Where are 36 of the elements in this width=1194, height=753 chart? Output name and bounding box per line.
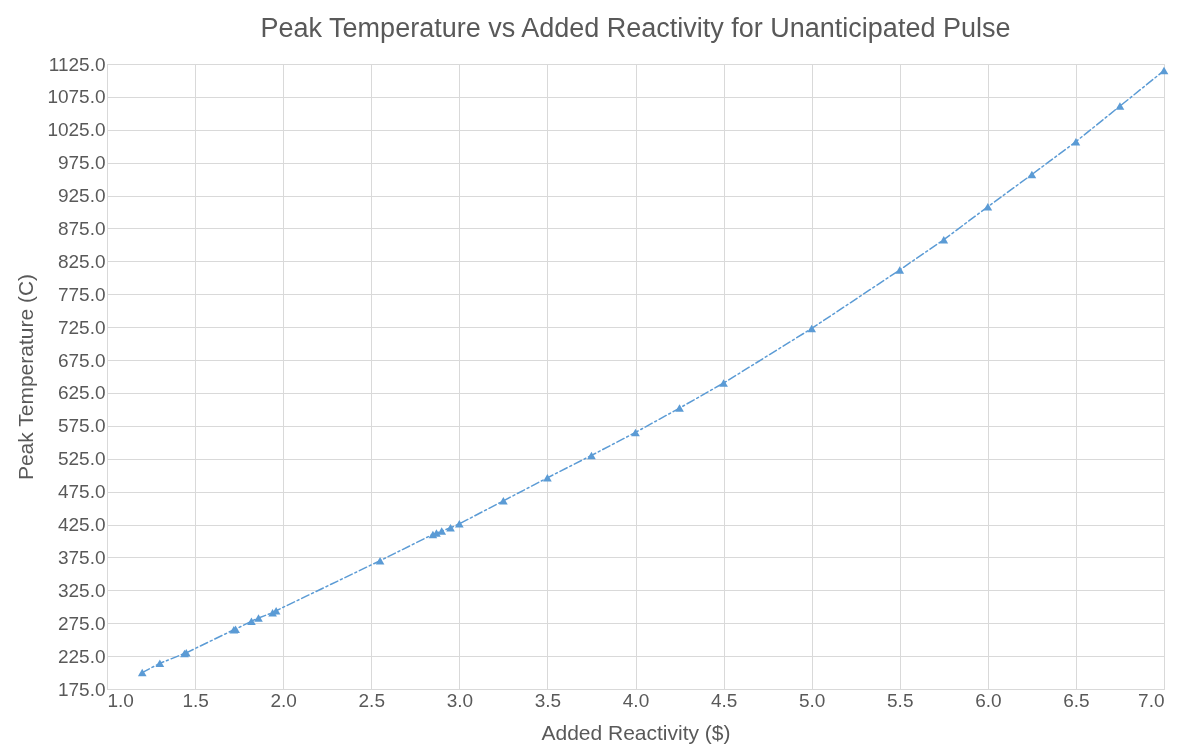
y-tick-label: 975.0 [57, 152, 106, 174]
y-tick-label: 875.0 [57, 217, 106, 239]
x-axis-title: Added Reactivity ($) [541, 720, 731, 744]
x-tick-label: 3.5 [534, 689, 562, 711]
x-tick-label: 7.0 [1138, 689, 1165, 711]
y-tick-label: 375.0 [57, 546, 106, 568]
x-tick-label: 4.0 [622, 689, 650, 711]
x-tick-label: 1.0 [107, 689, 134, 711]
y-tick-label: 1025.0 [47, 119, 106, 141]
x-tick-label: 3.0 [446, 689, 474, 711]
y-tick-label: 275.0 [57, 612, 106, 634]
y-tick-label: 475.0 [57, 481, 106, 503]
y-tick-label: 725.0 [57, 316, 106, 338]
y-tick-label: 575.0 [57, 415, 106, 437]
y-tick-label: 775.0 [57, 283, 106, 305]
x-tick-label: 2.5 [358, 689, 385, 711]
y-tick-label: 425.0 [57, 514, 106, 536]
x-tick-label: 2.0 [270, 689, 297, 711]
y-tick-label: 675.0 [57, 349, 106, 371]
y-tick-label: 525.0 [57, 448, 106, 470]
x-tick-label: 5.0 [798, 689, 826, 711]
y-tick-label: 625.0 [57, 382, 106, 404]
y-tick-label: 175.0 [57, 678, 106, 700]
x-tick-label: 1.5 [182, 689, 209, 711]
x-tick-label: 6.0 [975, 689, 1002, 711]
y-tick-label: 225.0 [57, 645, 106, 667]
y-tick-label: 1075.0 [47, 86, 106, 108]
x-tick-label: 6.5 [1063, 689, 1090, 711]
y-tick-label: 925.0 [57, 185, 106, 207]
chart-title: Peak Temperature vs Added Reactivity for Unanticipated Pulse [260, 13, 1011, 43]
y-axis-title: Peak Temperature (C) [14, 273, 38, 481]
x-tick-label: 5.5 [887, 689, 914, 711]
y-tick-label: 825.0 [57, 250, 106, 272]
x-tick-label: 4.5 [710, 689, 738, 711]
y-tick-label: 325.0 [57, 579, 106, 601]
y-tick-label: 1125.0 [48, 53, 106, 75]
